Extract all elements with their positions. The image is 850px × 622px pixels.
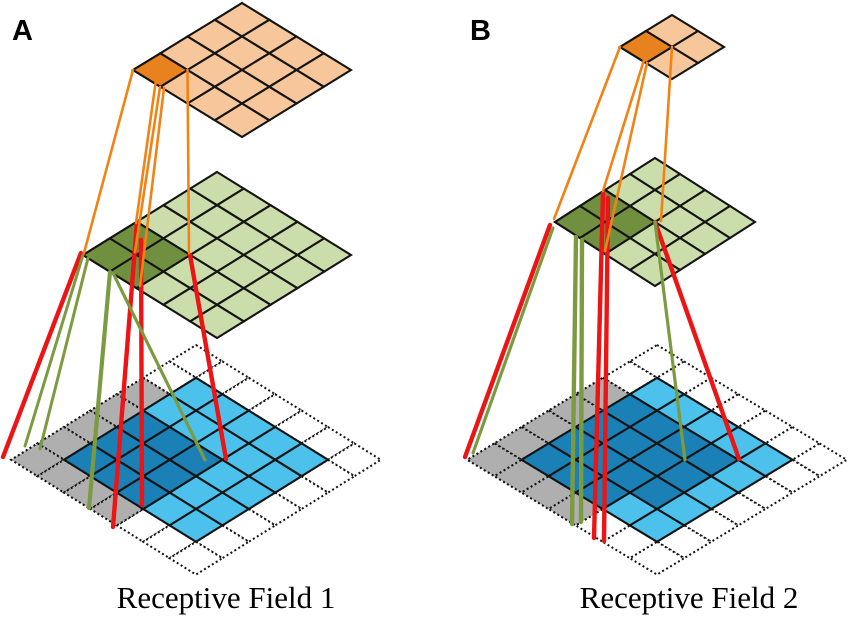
active-hidden-cells (578, 220, 632, 256)
green-connection-line (569, 234, 579, 527)
active-hidden-cells (107, 253, 166, 290)
red-connection-line (0, 250, 84, 460)
panel-a (0, 1, 383, 576)
red-connection-line (110, 219, 140, 530)
green-connection-line (86, 269, 113, 511)
gray-cells (519, 409, 578, 445)
gray-cells (519, 475, 578, 511)
grid-cell (212, 102, 272, 139)
grid-cell (682, 507, 741, 543)
orange-connection-line (134, 78, 158, 225)
red-connection-line (591, 190, 606, 541)
green-connection-line (111, 271, 207, 462)
panel-a-connections (0, 68, 229, 530)
green-connection-line (23, 253, 85, 448)
grid-cell (273, 409, 330, 445)
gray-cells (465, 442, 524, 478)
orange-connection-line (138, 86, 166, 288)
grid-cell (736, 475, 795, 511)
red-connection-line (462, 222, 553, 460)
red-connection-line (652, 219, 742, 462)
gray-cells (62, 409, 119, 445)
red-connection-line (601, 195, 611, 544)
orange-connection-line (186, 68, 191, 255)
orange-connection-line (603, 61, 649, 253)
orange-connection-line (552, 45, 622, 221)
grid-cell (627, 540, 687, 576)
panel-a-output-grid (130, 1, 354, 139)
orange-connection-line (133, 85, 162, 254)
green-connection-line (471, 226, 555, 455)
green-connection-line (653, 220, 687, 462)
panel-b-input-grid (465, 343, 849, 576)
panel-a-input-grid (9, 343, 383, 576)
dark-blue-cells (627, 474, 687, 511)
panel-b (462, 13, 849, 576)
red-connection-line (187, 252, 229, 462)
panel-b-caption: Receptive Field 2 (580, 580, 799, 615)
panel-a-caption: Receptive Field 1 (117, 580, 336, 615)
grid-cell (736, 409, 795, 445)
gray-cells (573, 376, 632, 412)
orange-connection-line (659, 45, 674, 223)
panel-b-hidden-grid (553, 156, 757, 288)
panel-a-label: A (12, 15, 33, 47)
grid-cell (167, 540, 225, 576)
green-connection-line (38, 256, 90, 451)
orange-connection-line (601, 58, 646, 193)
panel-b-connections (462, 45, 742, 544)
light-blue-cells (167, 507, 225, 544)
panel-b-label: B (470, 15, 491, 47)
green-connection-line (578, 237, 585, 525)
light-blue-cells (627, 507, 687, 544)
panel-a-hidden-grid (81, 170, 353, 340)
orange-connection-line (82, 68, 135, 255)
